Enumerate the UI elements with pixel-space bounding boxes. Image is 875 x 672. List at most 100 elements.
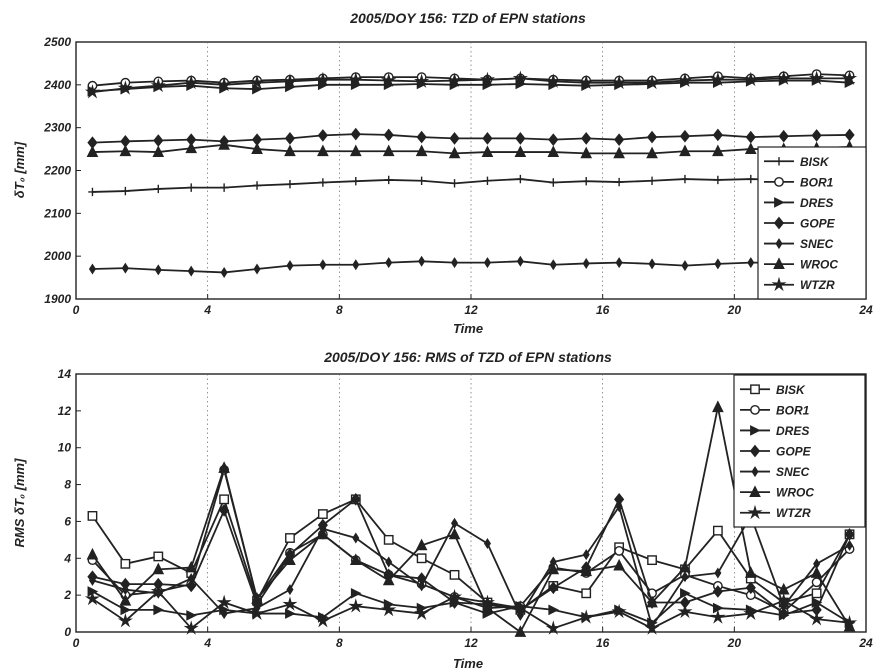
rms-data-point-wroc (284, 553, 296, 566)
tzd-data-point-wtzr (644, 74, 660, 90)
tzd-series-line-gope (92, 133, 850, 144)
rms-data-point-wroc (744, 566, 757, 578)
rms-data-point-wtzr (644, 620, 660, 635)
tzd-y-tick-label: 2400 (43, 78, 71, 92)
rms-data-point-snec (714, 567, 722, 579)
rms-data-point-dres (548, 604, 560, 616)
rms-data-point-wtzr (776, 592, 792, 608)
tzd-data-point-wroc (481, 145, 494, 157)
tzd-data-point-wroc (119, 144, 132, 157)
rms-data-point-bisk (811, 588, 822, 599)
rms-data-point-dres (153, 604, 165, 616)
rms-legend-label-dres: DRES (776, 424, 809, 438)
rms-data-point-snec (220, 608, 228, 620)
rms-data-point-wroc (251, 592, 263, 604)
tzd-legend-label-gope: GOPE (800, 217, 836, 231)
rms-data-point-wroc (119, 593, 132, 606)
rms-data-point-wtzr (216, 594, 232, 609)
rms-y-tick-label: 10 (58, 441, 72, 455)
tzd-legend-marker-wtzr (771, 276, 787, 292)
rms-y-tick-label: 2 (63, 588, 71, 602)
rms-data-point-dres (350, 587, 362, 599)
tzd-data-point-snec (187, 265, 195, 277)
tzd-data-point-snec (747, 257, 755, 269)
tzd-data-point-bisk (713, 175, 723, 185)
tzd-data-point-wtzr (446, 72, 463, 87)
tzd-data-point-wroc (613, 146, 625, 159)
rms-data-point-snec (681, 571, 689, 583)
tzd-legend-marker-wroc (773, 257, 785, 270)
tzd-data-point-gope (350, 127, 361, 141)
tzd-data-point-snec (451, 257, 459, 269)
rms-legend-entry-wtzr: WTZR (740, 504, 811, 520)
rms-legend-label-wroc: WROC (776, 486, 814, 500)
tzd-data-point-snec (648, 258, 656, 270)
rms-legend-entry-gope: GOPE (740, 445, 812, 459)
tzd-data-point-bisk (582, 177, 591, 186)
rms-data-point-snec (88, 574, 96, 586)
rms-data-point-wtzr (479, 594, 496, 609)
tzd-data-point-wtzr (710, 71, 726, 87)
rms-x-tick-label: 4 (203, 636, 211, 650)
rms-data-point-snec (187, 573, 195, 585)
tzd-data-point-gope (383, 128, 394, 142)
tzd-data-point-gope (416, 130, 427, 144)
rms-data-point-bisk (219, 494, 230, 505)
rms-data-point-gope (219, 504, 230, 517)
rms-legend-label-wtzr: WTZR (776, 506, 811, 520)
rms-data-point-wtzr (578, 609, 594, 624)
rms-data-point-wtzr (117, 613, 133, 628)
rms-series-line-gope (92, 498, 851, 615)
rms-x-tick-label: 12 (464, 636, 478, 650)
tzd-legend-entry-wroc: WROC (764, 257, 838, 272)
rms-data-point-wroc (415, 538, 428, 551)
tzd-legend-marker-dres (774, 197, 785, 208)
tzd-data-point-wtzr (479, 71, 495, 87)
tzd-legend-marker-gope (773, 216, 785, 230)
tzd-data-point-gope (449, 132, 460, 145)
tzd-data-point-snec (121, 262, 129, 274)
tzd-series-line-bor1 (92, 73, 850, 87)
tzd-data-point-bisk (351, 177, 360, 186)
tzd-data-point-wtzr (611, 74, 627, 90)
tzd-data-point-wroc (547, 145, 560, 157)
rms-y-tick-label: 4 (63, 551, 71, 565)
rms-data-point-wroc (712, 400, 724, 413)
rms-data-point-gope (186, 579, 197, 593)
rms-data-point-bisk (120, 558, 131, 569)
tzd-data-point-snec (88, 263, 96, 275)
tzd-data-point-wroc (382, 144, 395, 157)
rms-legend-entry-bor1: BOR1 (740, 403, 810, 417)
tzd-data-point-wroc (86, 145, 99, 157)
rms-legend-label-snec: SNEC (776, 465, 810, 479)
rms-legend-marker-bisk (750, 384, 760, 395)
rms-legend-marker-wroc (749, 485, 761, 498)
tzd-series-snec (88, 255, 854, 278)
tzd-data-point-wtzr (743, 71, 759, 87)
rms-data-point-wroc (481, 601, 494, 613)
tzd-data-point-gope (284, 132, 296, 145)
rms-y-axis-label: RMS δT₀ [mm] (12, 458, 27, 548)
rms-legend-marker-snec (751, 466, 759, 478)
tzd-legend-entry-dres: DRES (764, 196, 833, 210)
rms-data-point-bisk (581, 588, 592, 599)
rms-data-point-wtzr (315, 613, 331, 628)
rms-data-point-bisk (285, 533, 295, 543)
tzd-data-point-gope (712, 128, 723, 142)
tzd-data-point-bisk (549, 178, 558, 187)
tzd-data-point-gope (811, 129, 822, 142)
tzd-data-point-gope (844, 128, 855, 142)
rms-data-point-dres (186, 610, 197, 621)
rms-data-point-gope (745, 581, 756, 595)
rms-data-point-snec (286, 584, 294, 596)
rms-series-line-wroc (91, 406, 851, 633)
tzd-data-point-wtzr (841, 70, 858, 85)
rms-y-tick-label: 14 (58, 367, 72, 381)
rms-series-line-bisk (91, 498, 851, 611)
tzd-data-point-wroc (317, 144, 329, 157)
rms-legend-entry-wroc: WROC (740, 485, 814, 500)
rms-data-point-snec (615, 501, 623, 513)
tzd-series-gope (87, 127, 855, 149)
tzd-data-point-bisk (384, 175, 393, 185)
tzd-x-tick-label: 4 (203, 303, 211, 317)
